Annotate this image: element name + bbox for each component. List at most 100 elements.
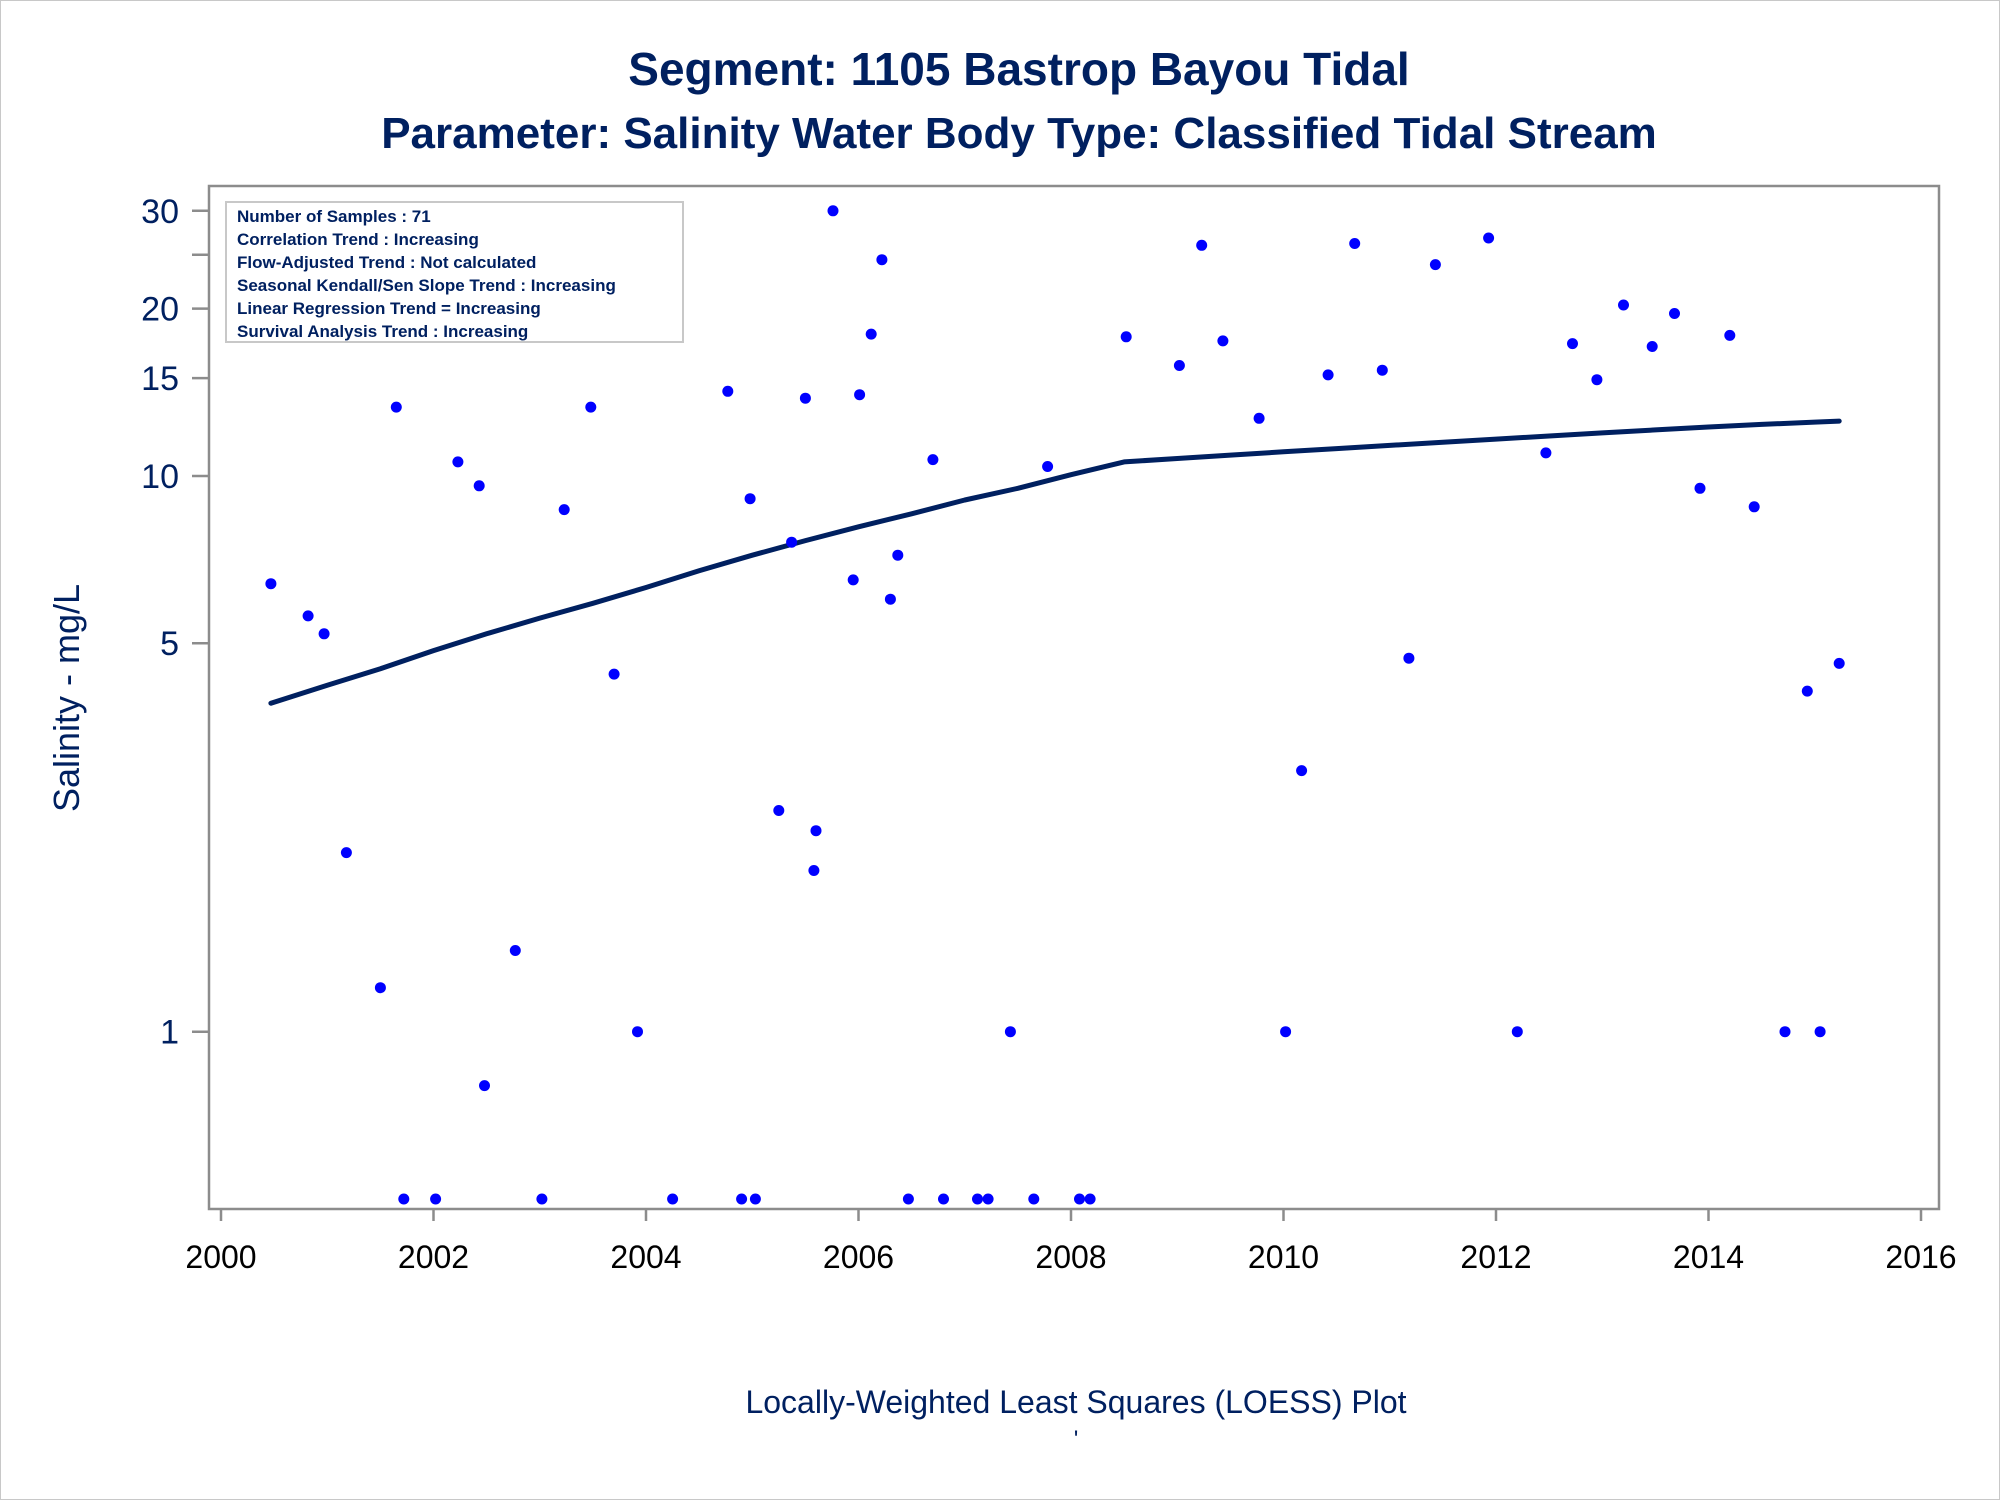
- data-point: [398, 1193, 410, 1205]
- data-point: [749, 1193, 761, 1205]
- data-point: [1120, 331, 1132, 343]
- data-point: [827, 205, 839, 217]
- y-tick-label: 1: [160, 1014, 179, 1052]
- data-point: [847, 574, 859, 586]
- data-point: [374, 982, 386, 994]
- data-point: [938, 1193, 949, 1205]
- data-point: [1748, 501, 1760, 513]
- data-point: [1349, 238, 1361, 249]
- data-point: [927, 454, 939, 466]
- data-point: [1669, 308, 1680, 319]
- data-point: [1376, 364, 1388, 376]
- x-tick-label: 2006: [823, 1239, 894, 1275]
- chart-subtitle: Parameter: Salinity Water Body Type: Cla…: [381, 109, 1657, 158]
- y-tick-label: 30: [141, 193, 179, 231]
- summary-line-survival: Survival Analysis Trend : Increasing: [237, 322, 528, 341]
- data-point: [302, 610, 314, 622]
- x-axis: 2000 2002 2004 2006 2008 2010 2012 2014 2016: [185, 1209, 1957, 1275]
- data-point: [1694, 482, 1706, 494]
- plot-area: [207, 184, 1941, 1211]
- data-point: [1403, 652, 1415, 664]
- x-tick-label: 2004: [610, 1239, 681, 1275]
- y-tick-label: 10: [141, 458, 179, 496]
- data-point: [1084, 1193, 1096, 1205]
- data-point: [1833, 657, 1845, 669]
- data-point: [536, 1193, 548, 1205]
- loess-trend-line: [268, 418, 1842, 706]
- data-point: [1540, 447, 1552, 459]
- x-tick-label: 2008: [1035, 1239, 1106, 1275]
- data-point: [340, 847, 352, 859]
- data-point: [667, 1193, 679, 1205]
- data-point: [1646, 341, 1658, 352]
- data-point: [632, 1026, 643, 1038]
- data-point: [884, 593, 896, 605]
- data-point: [892, 549, 904, 561]
- data-point: [473, 480, 485, 492]
- y-tick-label: 15: [141, 360, 179, 398]
- data-point: [430, 1193, 442, 1205]
- data-point: [1217, 335, 1229, 347]
- data-point: [808, 865, 820, 876]
- data-point: [1296, 765, 1308, 777]
- data-point: [876, 254, 888, 266]
- data-point: [1253, 412, 1265, 424]
- x-tick-label: 2016: [1885, 1239, 1956, 1275]
- data-point: [479, 1080, 490, 1092]
- y-tick-label: 20: [141, 291, 179, 329]
- data-point: [1028, 1193, 1040, 1205]
- x-tick-label: 2000: [185, 1239, 256, 1275]
- plot-border: [207, 184, 1941, 1211]
- data-point: [608, 668, 620, 680]
- data-point: [865, 328, 877, 340]
- x-tick-label: 2012: [1460, 1239, 1531, 1275]
- chart-title: Segment: 1105 Bastrop Bayou Tidal: [628, 43, 1409, 95]
- summary-line-linear-regression: Linear Regression Trend = Increasing: [237, 299, 541, 318]
- x-tick-label: 2002: [398, 1239, 469, 1275]
- summary-line-flow-adjusted: Flow-Adjusted Trend : Not calculated: [237, 253, 536, 272]
- y-tick-label: 5: [160, 625, 179, 663]
- data-point: [1280, 1026, 1292, 1038]
- data-point: [1004, 1026, 1016, 1038]
- data-point: [1429, 259, 1441, 271]
- data-point: [452, 456, 464, 468]
- data-point: [1814, 1026, 1826, 1038]
- data-point: [509, 945, 521, 956]
- x-axis-label: Locally-Weighted Least Squares (LOESS) P…: [745, 1384, 1406, 1420]
- data-point: [736, 1193, 748, 1205]
- y-axis-label: Salinity - mg/L: [46, 584, 87, 812]
- x-tick-label: 2014: [1673, 1239, 1744, 1275]
- data-point: [1567, 338, 1578, 350]
- data-point: [1724, 329, 1736, 341]
- data-point: [799, 392, 811, 404]
- data-point: [318, 628, 330, 640]
- data-point: [1511, 1026, 1523, 1038]
- data-point: [1618, 299, 1629, 311]
- data-point: [786, 536, 798, 548]
- data-point: [982, 1193, 994, 1205]
- data-point: [265, 578, 277, 590]
- loess-line-path: [268, 418, 1842, 706]
- data-point: [1591, 374, 1603, 386]
- data-point: [810, 825, 822, 837]
- data-point: [854, 389, 866, 401]
- summary-line-samples: Number of Samples : 71: [237, 207, 431, 226]
- trend-summary-border: [225, 201, 684, 343]
- summary-line-seasonal-kendall: Seasonal Kendall/Sen Slope Trend : Incre…: [237, 276, 616, 295]
- data-point: [390, 401, 402, 413]
- data-point: [1779, 1026, 1791, 1038]
- data-point: [744, 493, 756, 505]
- data-point: [1483, 232, 1495, 244]
- data-point: [1196, 239, 1208, 251]
- data-point: [722, 385, 734, 397]
- sample-points: [265, 205, 1845, 1205]
- data-point: [972, 1193, 983, 1205]
- data-point: [773, 805, 785, 816]
- data-point: [1173, 360, 1185, 371]
- x-tick-label: 2010: [1248, 1239, 1319, 1275]
- data-point: [558, 504, 570, 516]
- data-point: [1042, 461, 1054, 472]
